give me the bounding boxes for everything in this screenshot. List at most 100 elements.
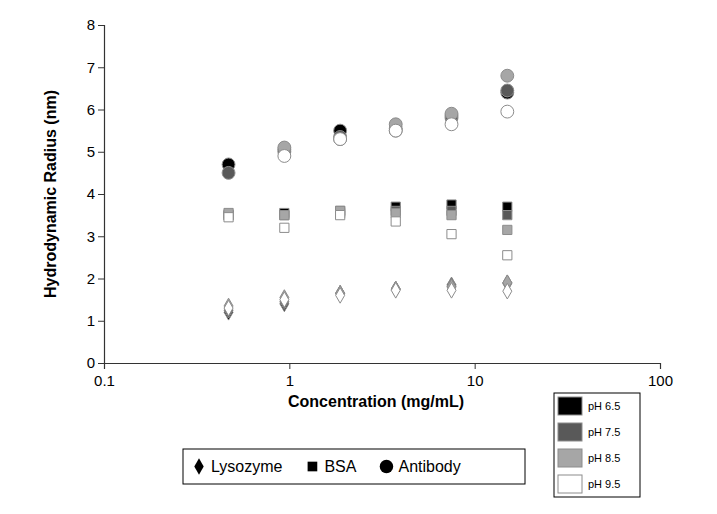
legend-marker <box>194 458 203 474</box>
x-axis-title: Concentration (mg/mL) <box>288 393 464 410</box>
point <box>391 217 400 226</box>
point <box>503 283 512 299</box>
point <box>501 84 514 97</box>
series <box>224 275 512 320</box>
point <box>280 292 289 308</box>
point <box>222 166 235 179</box>
y-tick-label: 1 <box>87 312 95 329</box>
legend-box <box>183 449 525 484</box>
legend-marker <box>380 460 393 473</box>
point <box>503 211 512 220</box>
legend-label: Antibody <box>398 458 460 475</box>
y-tick-label: 5 <box>87 143 95 160</box>
point <box>278 150 291 163</box>
y-tick-label: 2 <box>87 270 95 287</box>
y-tick-label: 4 <box>87 185 95 202</box>
point <box>501 105 514 118</box>
y-axis: 0 1 2 3 4 5 6 7 8 <box>87 16 105 371</box>
series <box>222 86 514 171</box>
point <box>501 69 514 82</box>
y-tick: 2 <box>87 270 104 287</box>
series <box>224 206 512 234</box>
y-axis-title: Hydrodynamic Radius (nm) <box>42 90 59 298</box>
point <box>503 202 512 211</box>
x-tick: 10 <box>467 363 484 389</box>
point <box>389 124 402 137</box>
y-tick: 0 <box>87 354 104 371</box>
point <box>447 230 456 239</box>
y-tick-mark <box>98 152 104 153</box>
point <box>503 251 512 260</box>
x-tick-mark <box>289 363 290 369</box>
legend-marker <box>308 462 318 472</box>
series <box>278 69 514 154</box>
y-tick-label: 6 <box>87 101 95 118</box>
y-tick-label: 7 <box>87 59 95 76</box>
x-tick-label: 1 <box>286 372 294 389</box>
y-tick: 7 <box>87 59 104 76</box>
point <box>445 118 458 131</box>
marker-group <box>222 69 514 179</box>
color-swatch <box>558 397 582 415</box>
x-tick: 1 <box>286 363 294 389</box>
series <box>224 275 512 314</box>
plot-area: 0.1 1 10 100 0 1 2 3 4 5 6 7 8 <box>87 16 673 388</box>
legend: Lysozyme BSA Antibody <box>183 449 525 484</box>
series <box>222 84 514 179</box>
marker-group <box>224 275 512 320</box>
color-legend-label: pH 6.5 <box>588 400 620 412</box>
legend-label: Lysozyme <box>211 458 283 475</box>
y-axis-line <box>98 26 105 364</box>
y-tick-mark <box>98 363 104 364</box>
color-legend-label: pH 8.5 <box>588 452 620 464</box>
point <box>503 225 512 234</box>
y-tick-mark <box>98 279 104 280</box>
y-tick: 6 <box>87 101 104 118</box>
series <box>224 211 512 260</box>
x-tick-mark <box>475 363 476 369</box>
point <box>224 213 233 222</box>
point <box>280 211 289 220</box>
y-tick-mark <box>98 321 104 322</box>
x-tick: 0.1 <box>94 363 115 389</box>
y-tick-mark <box>98 110 104 111</box>
y-tick-mark <box>98 236 104 237</box>
color-legend-box <box>554 393 640 497</box>
x-tick-label: 100 <box>648 372 673 389</box>
color-swatch <box>558 449 582 467</box>
point <box>334 133 347 146</box>
y-tick-mark <box>98 67 104 68</box>
legend-label: BSA <box>324 458 356 475</box>
y-tick: 1 <box>87 312 104 329</box>
x-axis: 0.1 1 10 100 <box>94 363 673 389</box>
points <box>222 69 514 320</box>
point <box>389 124 402 137</box>
chart: 0.1 1 10 100 0 1 2 3 4 5 6 7 8 Concentration (mg/mL) H… <box>0 0 717 514</box>
point <box>336 211 345 220</box>
series <box>224 276 512 318</box>
y-tick-mark <box>98 194 104 195</box>
color-swatch <box>558 475 582 493</box>
x-tick-mark <box>660 363 661 369</box>
point <box>280 211 289 220</box>
marker-group <box>224 200 512 260</box>
series <box>224 200 512 220</box>
x-tick-label: 10 <box>467 372 484 389</box>
y-tick-mark <box>98 25 104 26</box>
point <box>336 288 345 304</box>
y-tick-label: 0 <box>87 354 95 371</box>
point <box>447 283 456 299</box>
x-tick: 100 <box>648 363 673 389</box>
x-tick-label: 0.1 <box>94 372 115 389</box>
x-axis-line <box>105 364 661 370</box>
legend-item: Antibody <box>380 458 461 475</box>
y-tick: 8 <box>87 16 104 33</box>
series <box>224 206 512 219</box>
legend-item: BSA <box>308 458 357 475</box>
y-tick: 4 <box>87 185 104 202</box>
point <box>280 223 289 232</box>
y-tick: 3 <box>87 228 104 245</box>
color-legend-label: pH 7.5 <box>588 426 620 438</box>
color-legend-label: pH 9.5 <box>588 478 620 490</box>
point <box>334 133 347 146</box>
